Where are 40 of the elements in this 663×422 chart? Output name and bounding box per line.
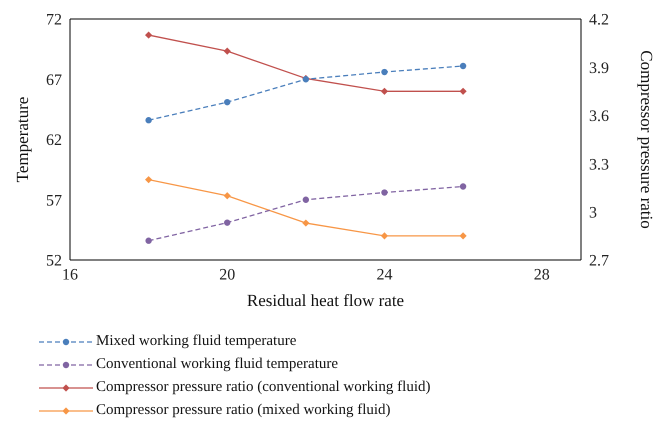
y-tick-label: 57 — [46, 192, 62, 210]
legend-label: Mixed working fluid temperature — [96, 333, 296, 350]
point — [224, 219, 230, 226]
y-axis-title: Temperature — [13, 96, 32, 182]
y-tick-label: 62 — [46, 132, 62, 150]
y2-tick-label: 3.6 — [589, 108, 609, 126]
point — [302, 196, 310, 203]
x-tick-label: 28 — [534, 266, 550, 284]
point — [145, 238, 152, 244]
legend-label: Compressor pressure ratio (conventional working fluid) — [96, 379, 431, 396]
x-tick-label: 20 — [219, 266, 236, 284]
point — [224, 192, 231, 200]
y-tick-label: 72 — [46, 12, 62, 29]
point — [224, 48, 231, 55]
y2-tick-label: 2.7 — [589, 252, 609, 270]
point — [460, 62, 466, 70]
point — [302, 219, 310, 227]
legend-label: Compressor pressure ratio (mixed working fluid) — [96, 402, 391, 419]
y2-axis-title: Compressor pressure ratio — [636, 50, 656, 229]
point — [381, 189, 388, 196]
point — [145, 31, 152, 39]
x-tick-label: 16 — [62, 266, 78, 284]
x-tick-label: 24 — [376, 266, 392, 284]
point — [459, 232, 467, 240]
legend-label: Conventional working fluid temperature — [96, 356, 338, 373]
point — [459, 88, 467, 95]
point — [380, 88, 388, 95]
x-axis-title: Residual heat flow rate — [246, 291, 404, 310]
point — [145, 117, 152, 124]
y-tick-label: 52 — [46, 252, 62, 270]
point — [224, 98, 230, 106]
point — [380, 232, 388, 240]
point — [381, 68, 388, 76]
y-tick-label: 67 — [46, 72, 62, 89]
y2-tick-label: 4.2 — [589, 12, 609, 29]
point — [460, 183, 466, 190]
y2-tick-label: 3.9 — [589, 60, 609, 77]
y2-tick-label: 3 — [589, 204, 597, 222]
point — [145, 176, 152, 184]
y2-tick-label: 3.3 — [589, 156, 609, 174]
